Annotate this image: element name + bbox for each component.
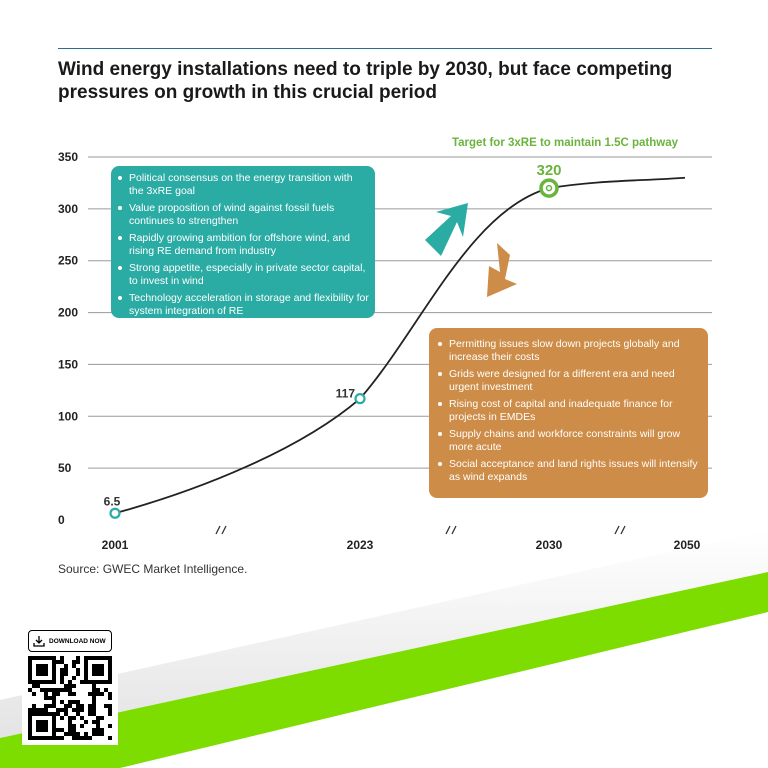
x-tick-label: 2030 (536, 538, 563, 552)
barriers-item: Social acceptance and land rights issues… (437, 458, 700, 483)
y-tick-label: 300 (58, 202, 78, 216)
drivers-item: Political consensus on the energy transi… (117, 172, 369, 197)
x-tick-label: 2001 (102, 538, 129, 552)
qr-block[interactable]: DOWNLOAD NOW (22, 627, 118, 745)
barriers-item: Rising cost of capital and inadequate fi… (437, 398, 700, 423)
y-tick-label: 0 (58, 513, 65, 527)
data-point-target-inner (545, 184, 553, 192)
y-tick-label: 200 (58, 306, 78, 320)
drivers-item: Technology acceleration in storage and f… (117, 292, 369, 317)
x-tick-label: 2023 (347, 538, 374, 552)
source-note: Source: GWEC Market Intelligence. (58, 562, 248, 576)
download-icon (33, 636, 45, 647)
download-label: DOWNLOAD NOW (49, 637, 106, 645)
axis-break-mark (445, 525, 457, 535)
up-arrow-icon (425, 203, 468, 256)
chart-title: Wind energy installations need to triple… (58, 59, 673, 103)
qr-code[interactable] (28, 656, 112, 740)
target-annotation: Target for 3xRE to maintain 1.5C pathway (452, 137, 679, 149)
data-label-target: 320 (536, 162, 561, 179)
y-tick-label: 100 (58, 409, 78, 423)
series-line (114, 176, 686, 515)
x-tick-label: 2050 (674, 538, 701, 552)
axis-break-mark (215, 525, 227, 535)
data-point (354, 393, 366, 405)
y-tick-label: 250 (58, 254, 78, 268)
drivers-item: Strong appetite, especially in private s… (117, 262, 369, 287)
top-rule (58, 48, 712, 49)
data-point (109, 507, 121, 519)
y-tick-label: 350 (58, 150, 78, 164)
barriers-item: Supply chains and workforce constraints … (437, 428, 700, 453)
download-button[interactable]: DOWNLOAD NOW (28, 630, 112, 652)
y-tick-label: 50 (58, 461, 72, 475)
drivers-item: Rapidly growing ambition for offshore wi… (117, 232, 369, 257)
data-label: 6.5 (104, 494, 121, 508)
barriers-box: Permitting issues slow down projects glo… (429, 328, 708, 498)
drivers-box: Political consensus on the energy transi… (111, 166, 375, 318)
down-arrow-icon (487, 243, 517, 297)
data-point-target (539, 178, 559, 198)
drivers-item: Value proposition of wind against fossil… (117, 202, 369, 227)
axis-break-mark (614, 525, 626, 535)
data-label: 117 (336, 387, 356, 401)
barriers-item: Permitting issues slow down projects glo… (437, 338, 700, 363)
y-tick-label: 150 (58, 357, 78, 371)
barriers-item: Grids were designed for a different era … (437, 368, 700, 393)
